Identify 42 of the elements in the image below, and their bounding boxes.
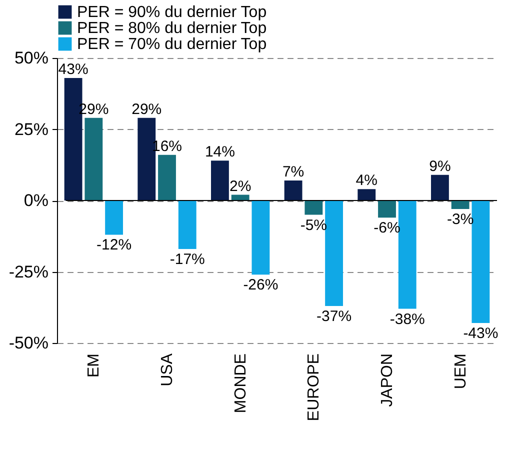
legend-label: PER = 70% du dernier Top — [77, 36, 267, 53]
data-label: -17% — [170, 250, 205, 268]
x-tick-label: UEM — [452, 354, 470, 390]
bar — [304, 200, 323, 215]
bar — [431, 174, 449, 200]
bar — [451, 200, 470, 210]
y-tick-label: 50% — [14, 48, 48, 68]
bar — [378, 200, 396, 218]
bar — [84, 118, 103, 200]
bar — [325, 200, 343, 306]
bar — [472, 200, 490, 324]
bar — [358, 189, 376, 200]
bar — [284, 180, 302, 200]
x-tick-label: MONDE — [232, 354, 250, 414]
bar — [211, 160, 229, 200]
data-label: -43% — [463, 325, 498, 342]
data-label: -26% — [243, 276, 278, 294]
data-label: 9% — [429, 158, 451, 175]
y-tick-label: -50% — [8, 334, 48, 352]
data-label: -37% — [316, 308, 352, 325]
y-tick-label: -25% — [8, 262, 48, 282]
x-tick-label: USA — [159, 353, 176, 386]
x-tick-label: JAPON — [379, 354, 396, 407]
data-label: 14% — [204, 144, 235, 161]
data-label: -12% — [96, 236, 132, 254]
data-label: 4% — [356, 172, 378, 190]
y-tick-label: 0% — [24, 191, 48, 210]
x-tick-label: EM — [86, 354, 103, 378]
data-label: 2% — [229, 178, 252, 195]
legend-label: PER = 90% du dernier Top — [77, 4, 267, 21]
y-tick-label: 25% — [14, 120, 48, 139]
legend-label: PER = 80% du dernier Top — [77, 20, 267, 37]
bar — [252, 200, 270, 275]
bar — [178, 200, 196, 249]
data-label: 7% — [282, 164, 304, 181]
bar — [158, 154, 176, 200]
data-label: -38% — [390, 310, 425, 328]
data-label: 43% — [58, 60, 88, 78]
bar — [398, 200, 416, 309]
bar — [105, 200, 123, 235]
x-tick-label: EUROPE — [306, 354, 323, 422]
data-label: 29% — [132, 100, 162, 118]
